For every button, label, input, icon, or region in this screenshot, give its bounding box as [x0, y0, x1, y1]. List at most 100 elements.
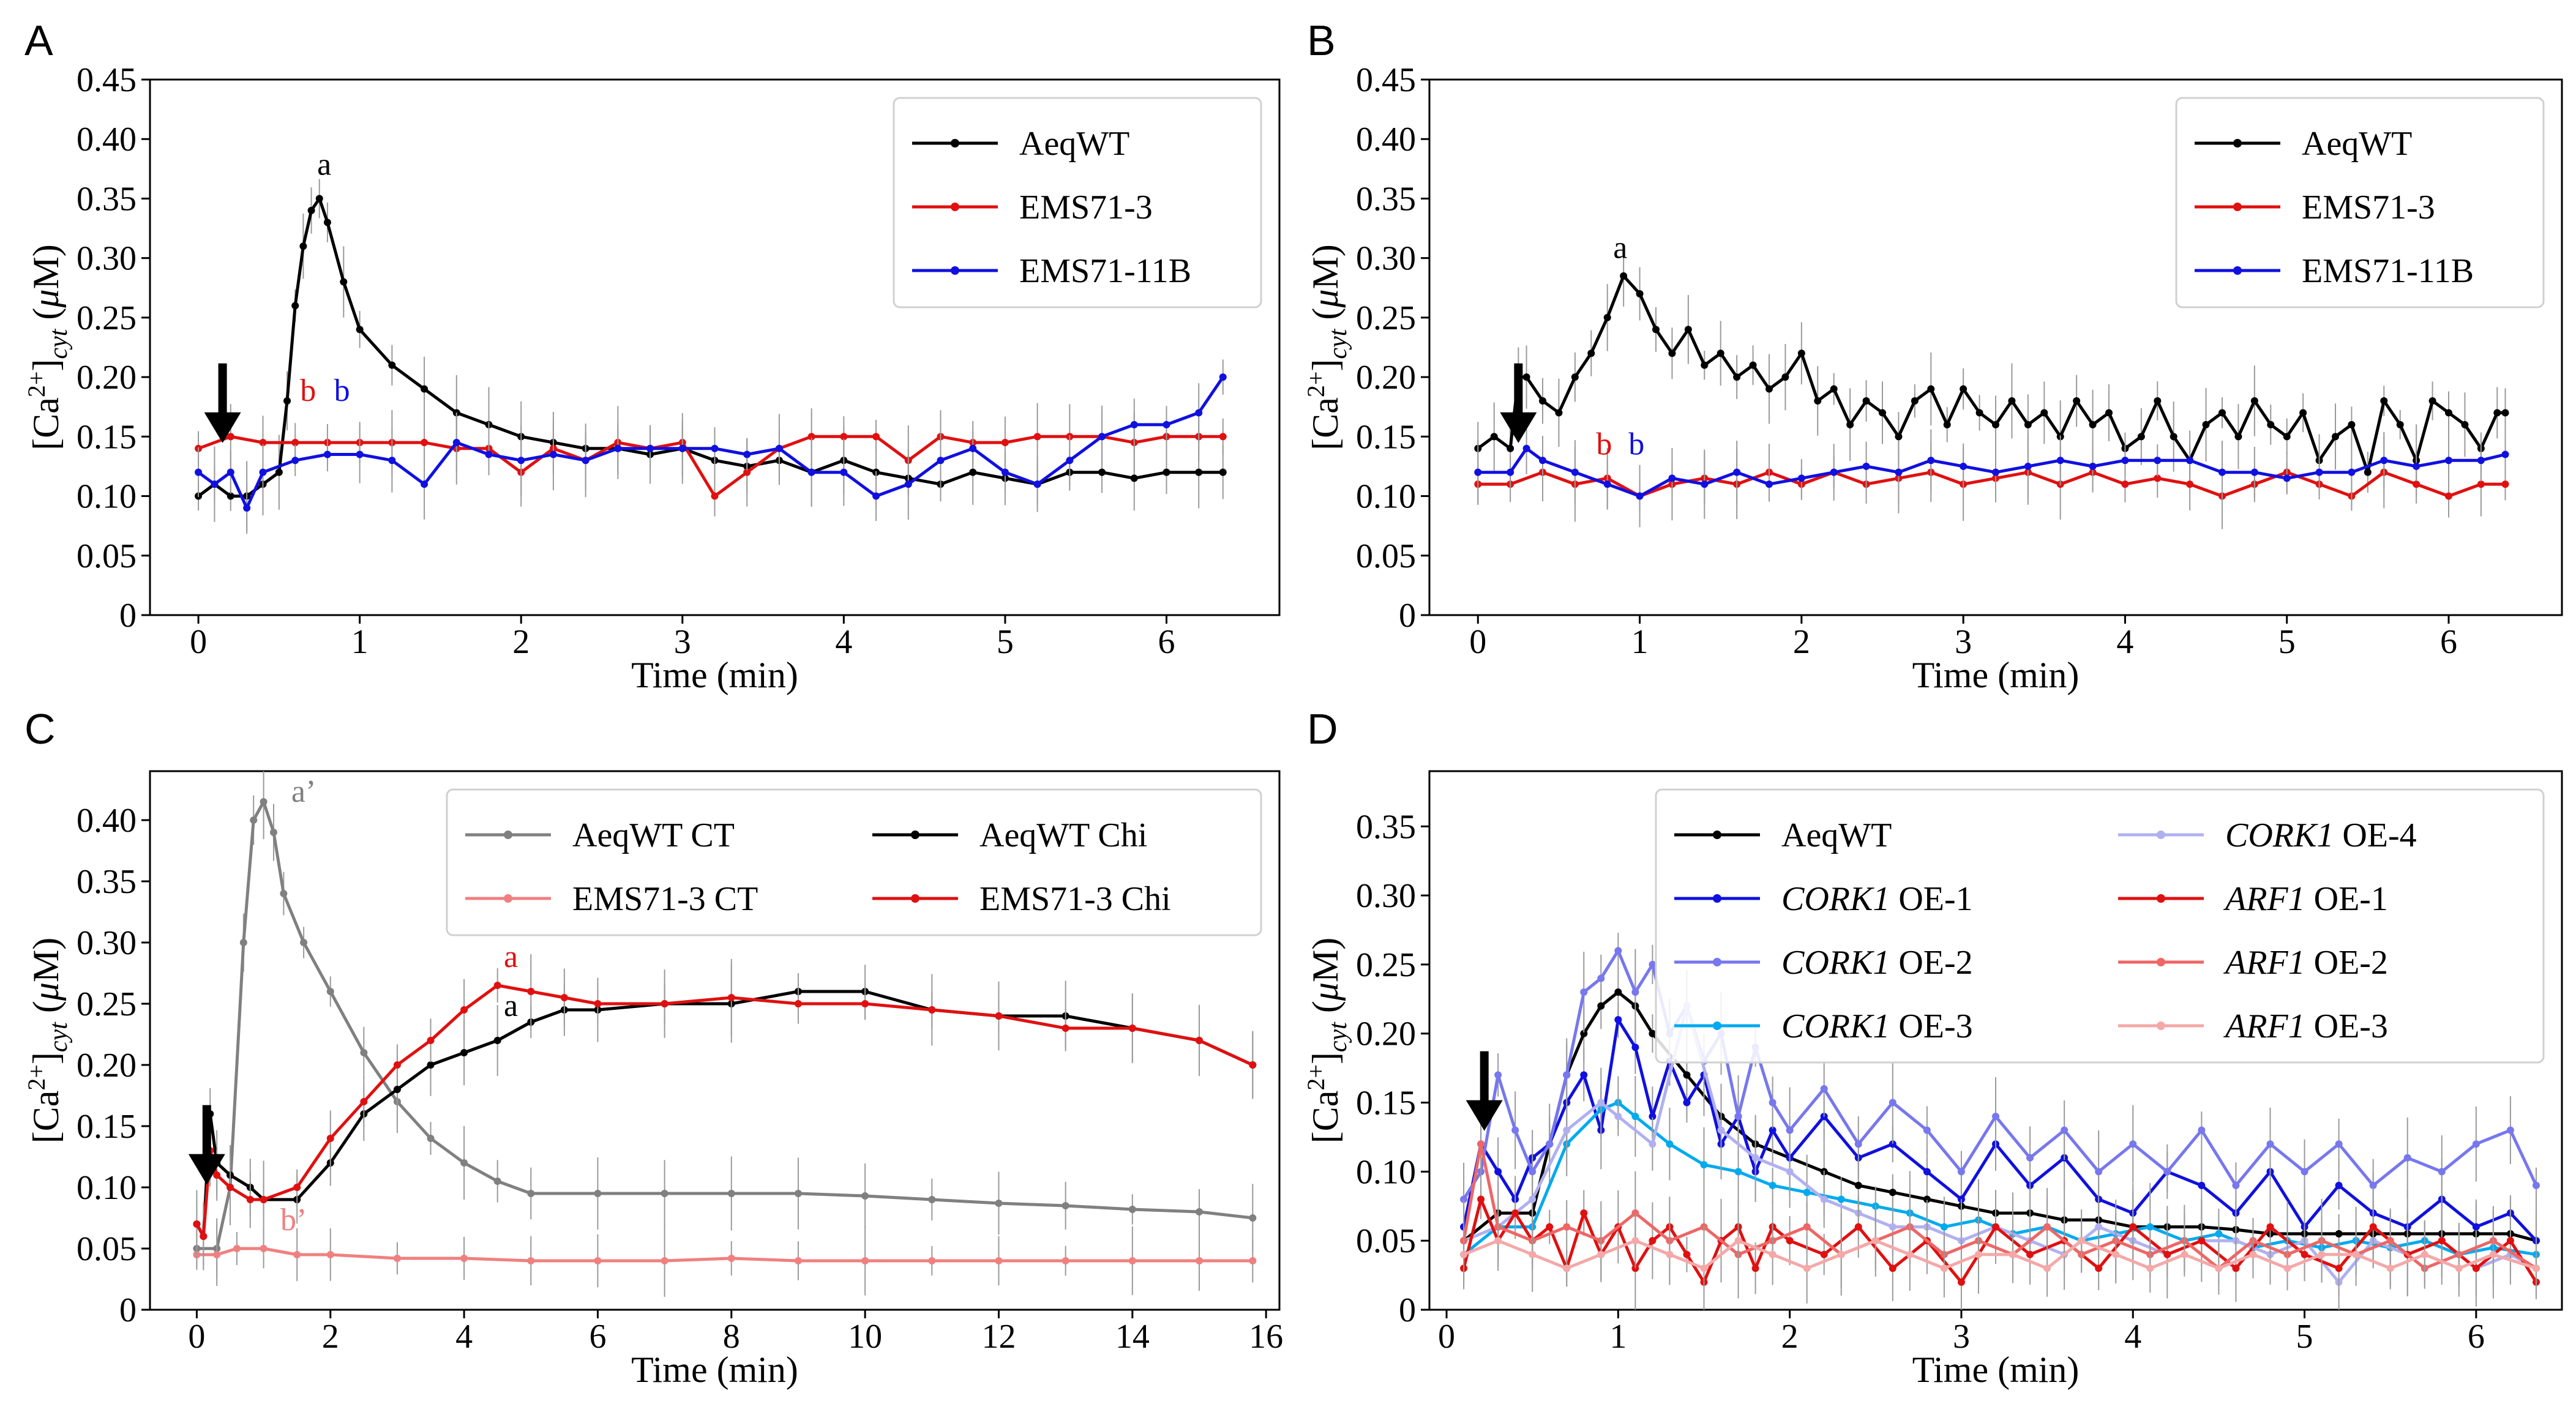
data-point	[2267, 420, 2275, 428]
x-tick-label: 5	[997, 623, 1014, 661]
y-tick-label: 0	[119, 1291, 137, 1329]
data-point	[1494, 1071, 1502, 1079]
series-line	[1463, 1239, 2537, 1270]
panel-label: A	[24, 17, 53, 64]
legend-box	[1655, 788, 2545, 1064]
stimulus-arrow-icon	[204, 363, 241, 443]
data-point	[452, 439, 460, 447]
data-point	[1814, 397, 1822, 405]
y-tick-label: 0.30	[1356, 240, 1416, 278]
arrow-head	[1500, 412, 1537, 443]
data-point	[1837, 1250, 1845, 1258]
legend-marker	[1713, 894, 1721, 903]
data-point	[283, 397, 291, 405]
data-point	[995, 1012, 1003, 1020]
data-point	[1061, 1025, 1069, 1032]
data-point	[2477, 480, 2485, 488]
data-point	[1943, 420, 1951, 428]
legend-entry: AeqWT	[2302, 125, 2412, 163]
y-tick-label: 0.25	[1356, 946, 1416, 984]
data-point	[2438, 1168, 2446, 1176]
data-point	[1769, 1181, 1777, 1189]
data-point	[227, 468, 234, 476]
y-axis-label: [Ca2+]cyt (μM)	[1302, 938, 1352, 1144]
data-point	[1603, 313, 1611, 321]
data-point	[323, 218, 331, 226]
data-point	[2445, 457, 2452, 465]
data-point	[1683, 1071, 1691, 1079]
x-tick-label: 2	[322, 1318, 339, 1356]
data-point	[1580, 1071, 1588, 1079]
data-point	[1684, 326, 1692, 334]
data-point	[1846, 420, 1854, 428]
data-point	[2198, 1126, 2206, 1134]
data-point	[1571, 373, 1579, 381]
data-point	[2532, 1181, 2540, 1189]
data-point	[2299, 409, 2307, 417]
series-line	[197, 1247, 1253, 1263]
data-point	[1460, 1195, 1468, 1203]
data-point	[1700, 1161, 1708, 1169]
data-point	[393, 1061, 401, 1069]
data-point	[2024, 420, 2032, 428]
series-line	[1462, 949, 2538, 1200]
x-tick-label: 0	[1438, 1318, 1455, 1356]
data-point	[1195, 1257, 1203, 1264]
data-point	[2040, 409, 2048, 417]
data-point	[1927, 457, 1935, 465]
data-point	[1490, 433, 1498, 441]
series-aeqwt-ct	[193, 771, 1257, 1279]
data-point	[193, 1220, 201, 1228]
data-point	[1717, 1126, 1725, 1134]
data-point	[2348, 420, 2356, 428]
data-point	[485, 450, 493, 458]
data-point	[1666, 1250, 1674, 1258]
legend-entry: AeqWT	[1019, 125, 1129, 163]
legend-marker	[2233, 266, 2242, 275]
y-tick-label: 0.30	[77, 240, 137, 278]
x-tick-label: 10	[848, 1318, 882, 1356]
data-point	[1769, 1099, 1777, 1107]
y-tick-label: 0.10	[77, 1169, 137, 1207]
data-point	[393, 1255, 401, 1262]
data-point	[1539, 397, 1546, 405]
legend-entry: AeqWT CT	[572, 816, 735, 854]
data-point	[2301, 1250, 2308, 1258]
data-point	[1960, 462, 1968, 470]
data-point	[2283, 1264, 2291, 1272]
legend-marker	[2157, 1021, 2165, 1030]
data-point	[460, 1049, 468, 1056]
data-point	[2215, 1230, 2223, 1238]
data-point	[1734, 1168, 1742, 1176]
data-point	[1889, 1264, 1896, 1272]
data-point	[2121, 480, 2129, 488]
data-point	[2089, 462, 2097, 470]
data-point	[227, 1184, 234, 1191]
data-point	[233, 1245, 241, 1252]
data-point	[840, 433, 848, 441]
data-point	[2461, 420, 2469, 428]
y-tick-label: 0.20	[1356, 359, 1416, 397]
significance-letter: a’	[291, 774, 316, 809]
legend-marker	[1713, 958, 1721, 966]
data-point	[1620, 272, 1628, 280]
data-point	[1249, 1214, 1257, 1222]
data-point	[1631, 1113, 1639, 1121]
data-point	[1871, 1237, 1879, 1245]
data-point	[1895, 468, 1903, 476]
data-point	[2445, 492, 2452, 500]
data-point	[2056, 457, 2064, 465]
data-point	[1614, 947, 1622, 955]
data-point	[1219, 433, 1227, 441]
data-point	[1494, 1237, 1502, 1245]
data-point	[2335, 1181, 2343, 1189]
data-point	[2421, 1250, 2428, 1258]
data-point	[1820, 1195, 1828, 1203]
data-point	[1555, 409, 1563, 417]
panel-label: C	[24, 705, 56, 753]
x-tick-label: 6	[1158, 623, 1175, 661]
data-point	[872, 433, 880, 441]
series-line	[1478, 447, 2506, 498]
panel-label: D	[1307, 705, 1338, 753]
x-tick-label: 3	[1953, 1318, 1970, 1356]
